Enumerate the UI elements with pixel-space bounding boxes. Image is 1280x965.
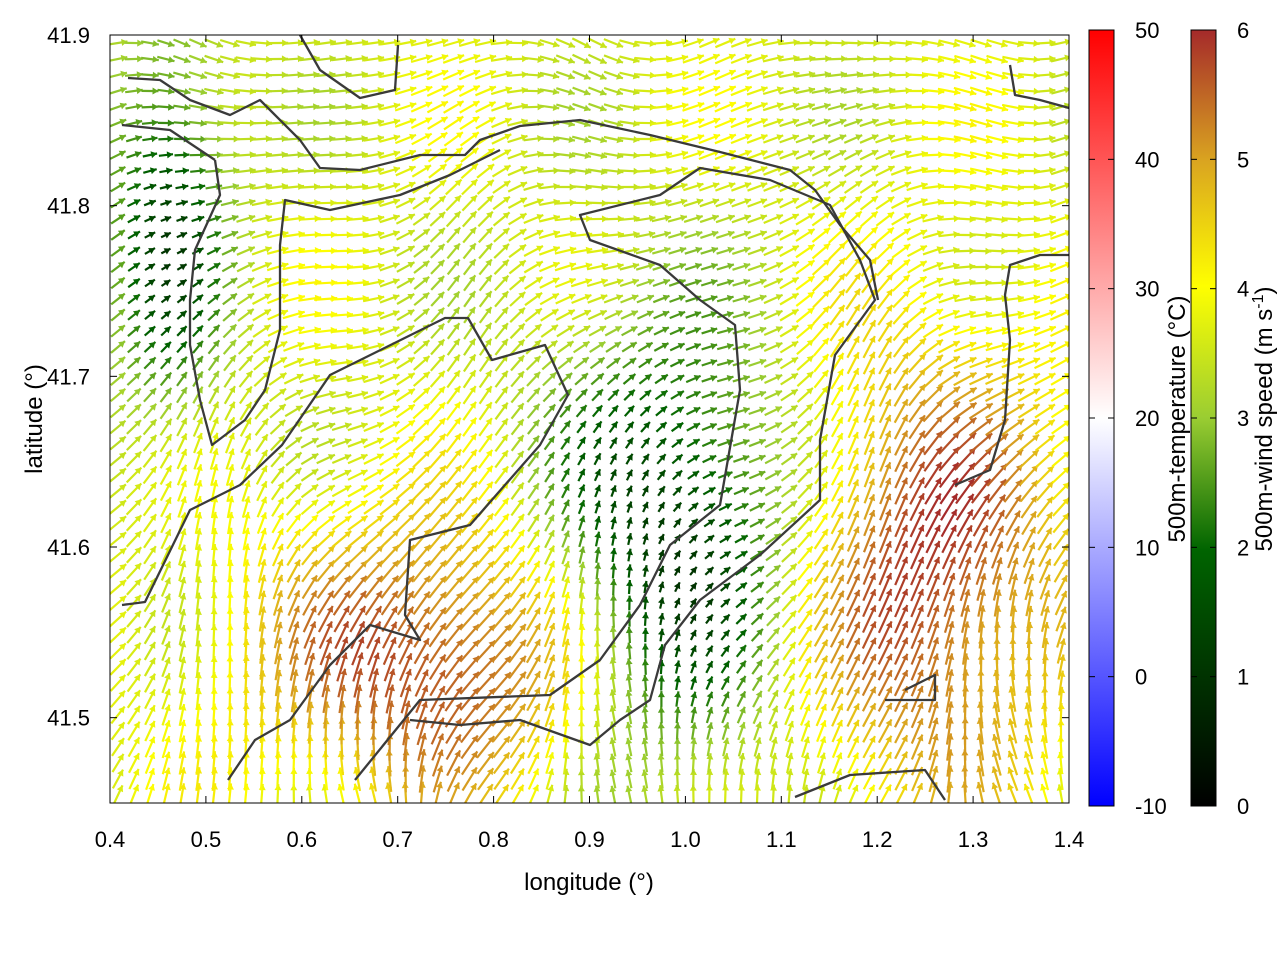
chart-svg: 0.40.50.60.70.80.91.01.11.21.31.4 41.541… bbox=[0, 0, 1280, 960]
chart-figure: 0.40.50.60.70.80.91.01.11.21.31.4 41.541… bbox=[0, 0, 1280, 960]
